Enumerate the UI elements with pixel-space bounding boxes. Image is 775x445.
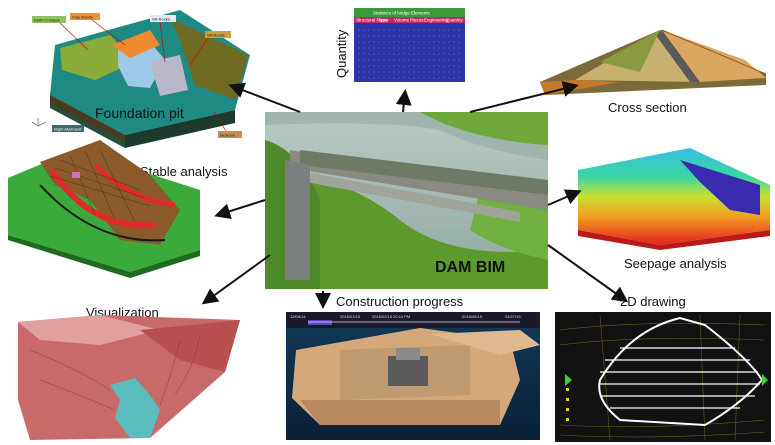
foundation-pit-callouts: Earth Collapse Clay Mantle Silt Rocks Si…	[32, 13, 242, 138]
quantity-table: Statistics of bridge Elements Structural…	[354, 8, 465, 82]
cross-section-image	[540, 29, 767, 95]
arrow-to-2d-drawing	[547, 244, 629, 303]
construction-progress-image: 12/09/14 2018/01/15 2018/02/15 20:13 PM …	[286, 312, 540, 440]
quantity-col-header: Quantity	[446, 18, 464, 23]
quantity-col-header: Structural Name	[356, 18, 389, 23]
dam-bim-title: DAM BIM	[435, 259, 505, 276]
progress-bar-fill	[308, 320, 332, 325]
foundation-pit-label: Foundation pit	[95, 105, 184, 121]
seepage-analysis-image	[578, 148, 770, 250]
quantity-label: Quantity	[334, 29, 349, 78]
callout-label: Right Abutment	[54, 127, 82, 132]
quantity-table-colbar	[354, 17, 465, 23]
connector-arrows	[201, 81, 629, 309]
timeline-label: 04/27/19	[505, 314, 521, 319]
callout-label: Clay Mantle	[72, 15, 94, 20]
stable-analysis-image	[8, 140, 200, 278]
cross-section-label: Cross section	[608, 100, 687, 115]
timeline-label: 2018/01/15	[340, 314, 361, 319]
callout-label: Silt Rocks	[152, 17, 170, 22]
visualization-image	[18, 315, 240, 440]
2d-drawing-image	[555, 312, 771, 442]
construction-progress-label: Construction progress	[336, 294, 464, 309]
quantity-col-header: Volume	[394, 18, 410, 23]
2d-drawing-label: 2D drawing	[620, 294, 686, 309]
timeline-label: 2018/05/15	[462, 314, 483, 319]
quantity-col-header: Type	[378, 18, 388, 23]
quantity-table-header	[354, 8, 465, 17]
quantity-table-rows	[358, 29, 460, 79]
arrow-to-seepage-analysis	[547, 189, 582, 206]
callout-box	[205, 31, 231, 38]
callout-box	[52, 125, 84, 132]
quantity-table-title: Statistics of bridge Elements	[373, 11, 431, 16]
foundation-pit-image	[50, 10, 250, 148]
callout-box	[32, 16, 66, 23]
arrow-to-cross-section	[469, 81, 579, 113]
stable-analysis-label: Stable analysis	[140, 164, 228, 179]
callout-label: Silt Rocks	[207, 33, 225, 38]
callout-label: Earth Collapse	[34, 18, 61, 23]
timeline-label: 2018/02/15 20:13 PM	[372, 314, 410, 319]
arrow-to-visualization	[201, 254, 271, 305]
arrow-to-stable-analysis	[214, 199, 266, 219]
arrow-to-quantity	[395, 89, 412, 113]
arrow-to-foundation-pit	[228, 82, 301, 113]
quantity-col-header: Engineering	[424, 18, 449, 23]
seepage-analysis-label: Seepage analysis	[624, 256, 727, 271]
callout-box	[70, 13, 100, 20]
dam-bim-image	[265, 112, 548, 289]
callout-box	[218, 131, 242, 138]
timeline-label: 12/09/14	[290, 314, 306, 319]
quantity-col-header: Pieces	[410, 18, 424, 23]
callout-box	[150, 15, 176, 22]
axis-triad-icon	[31, 118, 47, 127]
callout-label: Bedrock	[220, 133, 235, 138]
